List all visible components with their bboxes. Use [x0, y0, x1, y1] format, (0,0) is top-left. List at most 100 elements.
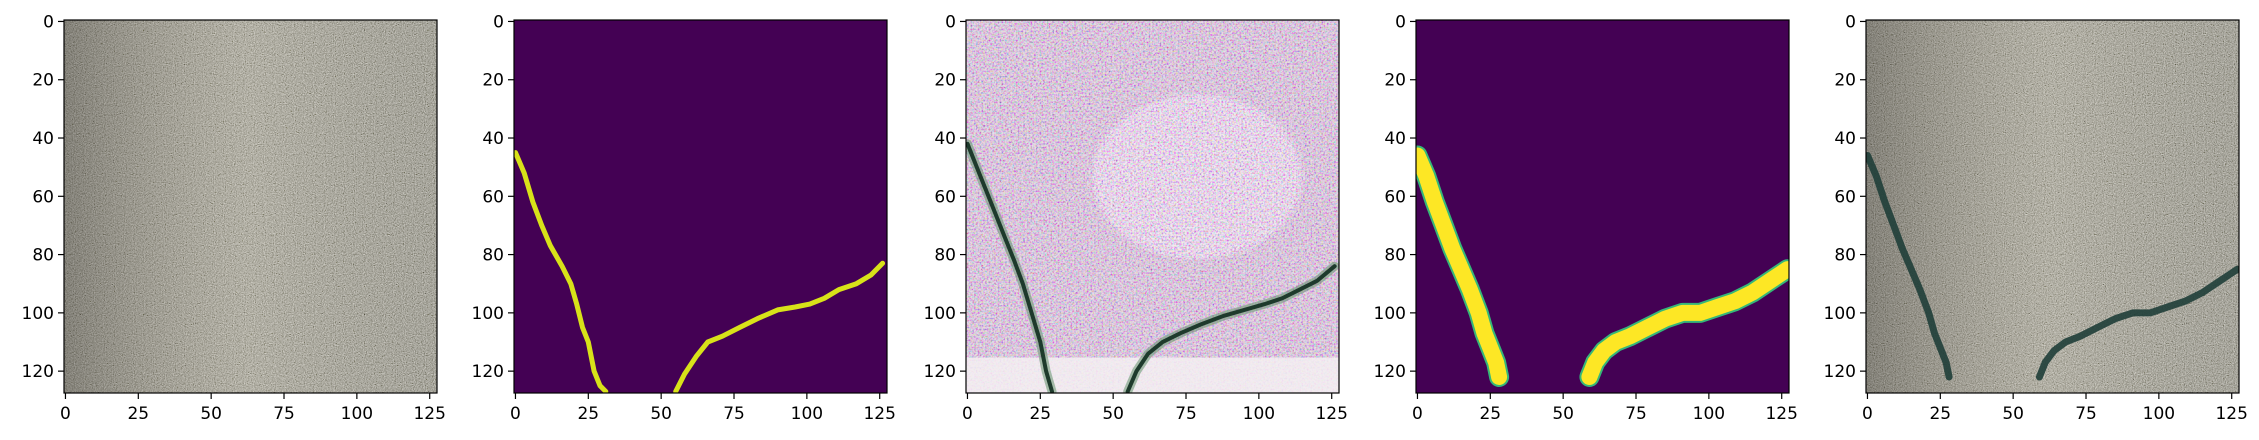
y-tick-label: 0 — [493, 12, 504, 32]
y-tick-label: 20 — [934, 71, 956, 91]
panel-1: 0 25 50 75 100 125 0 20 40 60 80 100 120 — [22, 12, 446, 424]
x-tick: 100 — [341, 393, 373, 424]
y-tick-label: 120 — [22, 362, 54, 382]
y-tick: 120 — [1824, 362, 1866, 382]
x-tick: 50 — [2002, 393, 2024, 424]
y-tick: 120 — [1374, 362, 1416, 382]
y-tick-label: 60 — [1834, 187, 1856, 207]
x-tick: 50 — [650, 393, 672, 424]
x-tick: 100 — [791, 393, 823, 424]
x-tick: 0 — [1412, 393, 1423, 424]
y-tick: 80 — [482, 246, 514, 266]
image-area — [1416, 20, 1789, 393]
y-tick-label: 80 — [32, 246, 54, 266]
y-tick-label: 60 — [1384, 187, 1406, 207]
x-tick: 100 — [1243, 393, 1275, 424]
x-tick-label: 25 — [1929, 404, 1951, 424]
y-tick: 0 — [493, 12, 514, 32]
x-tick: 100 — [2143, 393, 2175, 424]
y-tick: 40 — [934, 129, 966, 149]
x-tick: 25 — [1479, 393, 1501, 424]
y-tick: 60 — [1384, 187, 1416, 207]
y-tick: 0 — [1395, 12, 1416, 32]
x-tick: 0 — [962, 393, 973, 424]
y-tick: 20 — [32, 71, 64, 91]
x-tick: 75 — [2075, 393, 2097, 424]
mask-curve-2 — [673, 260, 886, 393]
mask-curve-1 — [1416, 147, 1508, 385]
y-tick: 60 — [482, 187, 514, 207]
x-tick-label: 125 — [1765, 404, 1797, 424]
y-tick-label: 100 — [22, 304, 54, 324]
x-tick: 125 — [863, 393, 896, 424]
y-tick: 0 — [43, 12, 64, 32]
x-tick: 50 — [200, 393, 222, 424]
y-tick-label: 100 — [1824, 304, 1856, 324]
x-tick-label: 100 — [2143, 404, 2175, 424]
y-tick: 0 — [1845, 12, 1866, 32]
x-tick-label: 0 — [1412, 404, 1423, 424]
x-tick: 100 — [1693, 393, 1725, 424]
y-tick-label: 60 — [32, 187, 54, 207]
y-tick: 20 — [934, 71, 966, 91]
image-area — [514, 20, 887, 393]
image-area — [64, 20, 437, 393]
x-tick: 125 — [1315, 393, 1348, 424]
y-tick-label: 120 — [924, 362, 956, 382]
bottom-band — [966, 357, 1339, 393]
x-tick-label: 25 — [127, 404, 149, 424]
x-tick: 125 — [2215, 393, 2248, 424]
y-tick-label: 20 — [1834, 71, 1856, 91]
y-tick-label: 120 — [1374, 362, 1406, 382]
x-tick-label: 100 — [341, 404, 373, 424]
x-tick-label: 50 — [1552, 404, 1574, 424]
x-tick-label: 50 — [650, 404, 672, 424]
y-tick: 20 — [482, 71, 514, 91]
mask-curve-1 — [514, 150, 609, 393]
x-tick-label: 125 — [413, 404, 445, 424]
x-tick: 75 — [723, 393, 745, 424]
y-tick: 60 — [934, 187, 966, 207]
y-tick: 100 — [472, 304, 514, 324]
x-tick-label: 75 — [723, 404, 745, 424]
y-tick: 60 — [32, 187, 64, 207]
y-tick: 100 — [1824, 304, 1866, 324]
crack-2 — [1125, 264, 1337, 393]
x-tick-label: 0 — [60, 404, 71, 424]
x-tick: 0 — [1862, 393, 1873, 424]
x-tick-label: 50 — [1102, 404, 1124, 424]
x-tick: 50 — [1102, 393, 1124, 424]
x-tick: 50 — [1552, 393, 1574, 424]
x-tick-label: 0 — [962, 404, 973, 424]
y-tick: 100 — [1374, 304, 1416, 324]
y-tick-label: 0 — [945, 12, 956, 32]
y-tick: 100 — [924, 304, 966, 324]
y-tick-label: 40 — [482, 129, 504, 149]
y-tick: 80 — [32, 246, 64, 266]
image-area — [1866, 20, 2239, 393]
y-tick: 80 — [1384, 246, 1416, 266]
y-tick-label: 60 — [934, 187, 956, 207]
x-tick: 125 — [413, 393, 446, 424]
x-tick-label: 25 — [1479, 404, 1501, 424]
x-tick: 0 — [510, 393, 521, 424]
y-tick: 100 — [22, 304, 64, 324]
y-tick: 120 — [22, 362, 64, 382]
axes-frame — [1865, 19, 2240, 394]
y-tick-label: 40 — [1384, 129, 1406, 149]
x-tick-label: 0 — [510, 404, 521, 424]
y-tick-label: 20 — [1384, 71, 1406, 91]
x-tick-label: 25 — [577, 404, 599, 424]
panel-5: 0 25 50 75 100 125 0 20 40 60 80 100 120 — [1824, 12, 2248, 424]
y-tick: 40 — [482, 129, 514, 149]
crack-overlay-1 — [1866, 152, 1953, 381]
x-tick-label: 100 — [1693, 404, 1725, 424]
y-tick: 120 — [472, 362, 514, 382]
y-tick: 40 — [32, 129, 64, 149]
x-tick-label: 125 — [2215, 404, 2247, 424]
axes-frame — [965, 19, 1340, 394]
y-tick-label: 0 — [43, 12, 54, 32]
y-tick-label: 0 — [1845, 12, 1856, 32]
image-noise — [966, 20, 1339, 393]
